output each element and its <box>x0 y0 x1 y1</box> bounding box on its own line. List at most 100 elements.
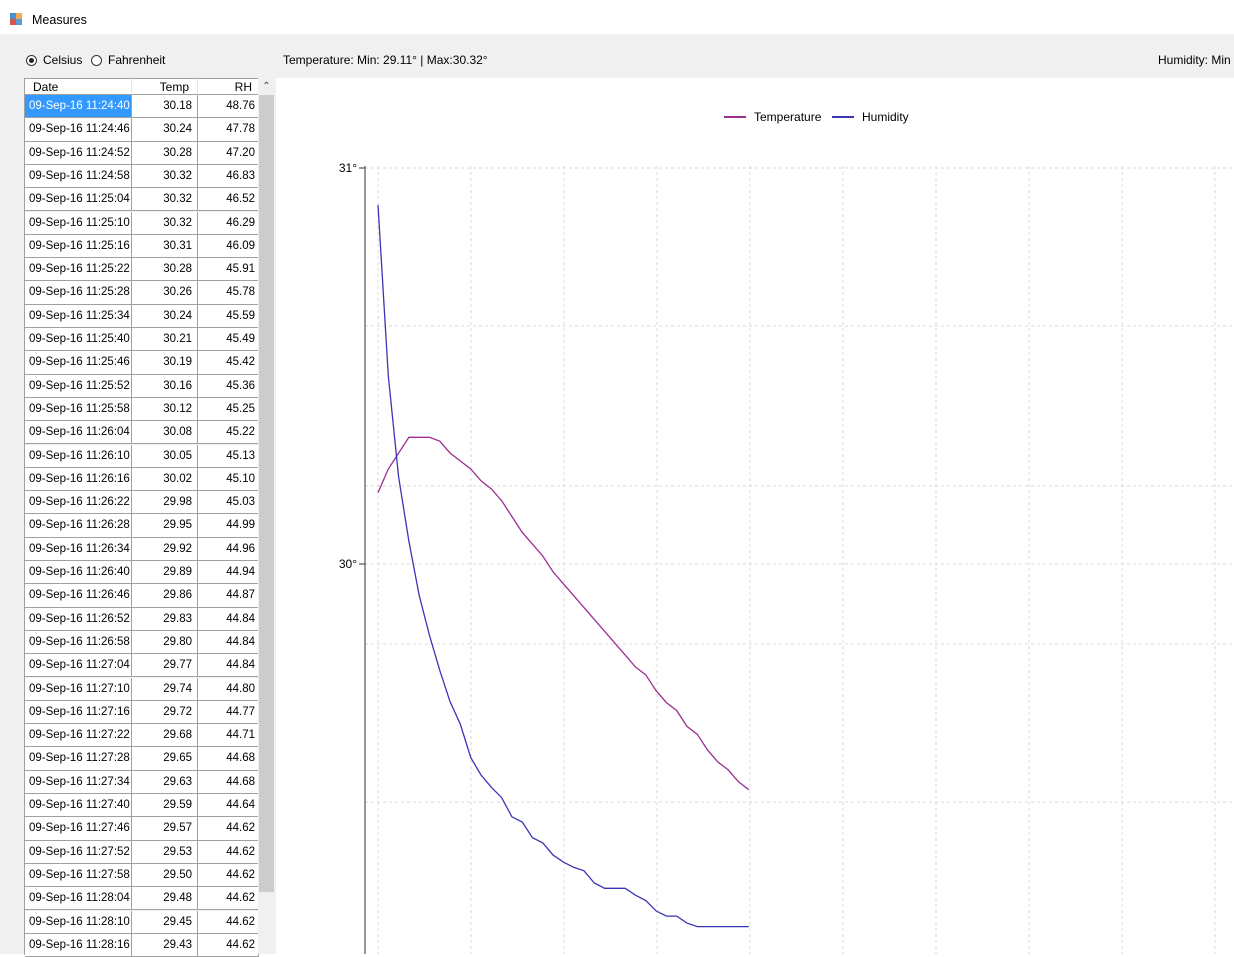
rh-cell[interactable]: 44.62 <box>198 840 259 864</box>
temp-cell[interactable]: 29.74 <box>132 677 198 701</box>
date-cell[interactable]: 09-Sep-16 11:25:28 <box>25 281 132 305</box>
date-cell[interactable]: 09-Sep-16 11:26:04 <box>25 421 132 445</box>
temp-cell[interactable]: 30.28 <box>132 141 198 165</box>
celsius-radio[interactable]: Celsius <box>26 53 82 67</box>
rh-cell[interactable]: 45.10 <box>198 467 259 492</box>
rh-cell[interactable]: 46.09 <box>198 234 259 259</box>
temp-cell[interactable]: 29.57 <box>132 817 198 841</box>
date-cell[interactable]: 09-Sep-16 11:24:52 <box>25 141 132 165</box>
date-cell[interactable]: 09-Sep-16 11:26:10 <box>25 444 132 468</box>
scroll-up-arrow-icon[interactable]: ⌃ <box>262 81 271 92</box>
date-cell[interactable]: 09-Sep-16 11:27:04 <box>25 654 132 678</box>
date-cell[interactable]: 09-Sep-16 11:27:58 <box>25 863 132 888</box>
rh-cell[interactable]: 45.22 <box>198 421 259 445</box>
date-cell[interactable]: 09-Sep-16 11:26:22 <box>25 491 132 515</box>
date-cell[interactable]: 09-Sep-16 11:28:04 <box>25 887 132 911</box>
temp-cell[interactable]: 29.65 <box>132 747 198 771</box>
measurements-table[interactable]: Date Temp RH 09-Sep-16 11:24:40 30.18 48.7… <box>24 78 259 957</box>
temp-cell[interactable]: 30.18 <box>132 95 198 119</box>
date-cell[interactable]: 09-Sep-16 11:27:16 <box>25 700 132 725</box>
celsius-radio-dot[interactable] <box>26 54 37 66</box>
date-cell[interactable]: 09-Sep-16 11:27:28 <box>25 747 132 771</box>
temp-cell[interactable]: 29.50 <box>132 863 198 888</box>
date-cell[interactable]: 09-Sep-16 11:26:28 <box>25 514 132 538</box>
date-cell[interactable]: 09-Sep-16 11:26:58 <box>25 630 132 655</box>
date-cell[interactable]: 09-Sep-16 11:25:16 <box>25 234 132 259</box>
column-header-date[interactable]: Date <box>25 79 132 95</box>
date-cell[interactable]: 09-Sep-16 11:27:34 <box>25 770 132 794</box>
date-cell[interactable]: 09-Sep-16 11:25:40 <box>25 328 132 352</box>
date-cell[interactable]: 09-Sep-16 11:27:22 <box>25 724 132 748</box>
rh-cell[interactable]: 44.87 <box>198 584 259 608</box>
temp-cell[interactable]: 29.72 <box>132 700 198 725</box>
rh-cell[interactable]: 46.52 <box>198 188 259 212</box>
temp-cell[interactable]: 29.80 <box>132 630 198 655</box>
temp-cell[interactable]: 29.86 <box>132 584 198 608</box>
rh-cell[interactable]: 45.49 <box>198 328 259 352</box>
temp-cell[interactable]: 29.89 <box>132 561 198 585</box>
temp-cell[interactable]: 30.32 <box>132 164 198 189</box>
temp-cell[interactable]: 29.59 <box>132 794 198 818</box>
rh-cell[interactable]: 44.62 <box>198 910 259 934</box>
temp-cell[interactable]: 29.83 <box>132 607 198 631</box>
temp-cell[interactable]: 30.32 <box>132 188 198 212</box>
rh-cell[interactable]: 46.29 <box>198 211 259 235</box>
temp-cell[interactable]: 30.31 <box>132 234 198 259</box>
temp-cell[interactable]: 30.19 <box>132 351 198 375</box>
rh-cell[interactable]: 44.96 <box>198 537 259 561</box>
rh-cell[interactable]: 45.36 <box>198 374 259 398</box>
rh-cell[interactable]: 47.20 <box>198 141 259 165</box>
date-cell[interactable]: 09-Sep-16 11:25:52 <box>25 374 132 398</box>
rh-cell[interactable]: 45.78 <box>198 281 259 305</box>
date-cell[interactable]: 09-Sep-16 11:26:52 <box>25 607 132 631</box>
rh-cell[interactable]: 44.68 <box>198 747 259 771</box>
rh-cell[interactable]: 45.03 <box>198 491 259 515</box>
date-cell[interactable]: 09-Sep-16 11:25:04 <box>25 188 132 212</box>
temp-cell[interactable]: 30.32 <box>132 211 198 235</box>
rh-cell[interactable]: 45.59 <box>198 304 259 328</box>
rh-cell[interactable]: 44.64 <box>198 794 259 818</box>
temp-cell[interactable]: 30.24 <box>132 118 198 142</box>
table-scrollbar[interactable]: ⌃ <box>258 78 275 954</box>
temp-cell[interactable]: 30.05 <box>132 444 198 468</box>
rh-cell[interactable]: 45.91 <box>198 258 259 282</box>
rh-cell[interactable]: 44.62 <box>198 863 259 888</box>
rh-cell[interactable]: 44.71 <box>198 724 259 748</box>
date-cell[interactable]: 09-Sep-16 11:26:34 <box>25 537 132 561</box>
rh-cell[interactable]: 44.68 <box>198 770 259 794</box>
date-cell[interactable]: 09-Sep-16 11:24:58 <box>25 164 132 189</box>
date-cell[interactable]: 09-Sep-16 11:25:58 <box>25 397 132 422</box>
date-cell[interactable]: 09-Sep-16 11:27:40 <box>25 794 132 818</box>
temp-cell[interactable]: 30.16 <box>132 374 198 398</box>
temp-cell[interactable]: 29.45 <box>132 910 198 934</box>
column-header-rh[interactable]: RH <box>198 79 259 95</box>
temp-cell[interactable]: 29.63 <box>132 770 198 794</box>
date-cell[interactable]: 09-Sep-16 11:24:40 <box>25 95 132 119</box>
rh-cell[interactable]: 44.99 <box>198 514 259 538</box>
rh-cell[interactable]: 45.13 <box>198 444 259 468</box>
rh-cell[interactable]: 46.83 <box>198 164 259 189</box>
rh-cell[interactable]: 44.94 <box>198 561 259 585</box>
temp-cell[interactable]: 30.28 <box>132 258 198 282</box>
temp-cell[interactable]: 29.95 <box>132 514 198 538</box>
scrollbar-thumb[interactable] <box>259 95 274 892</box>
date-cell[interactable]: 09-Sep-16 11:26:16 <box>25 467 132 492</box>
rh-cell[interactable]: 45.25 <box>198 397 259 422</box>
date-cell[interactable]: 09-Sep-16 11:28:10 <box>25 910 132 934</box>
rh-cell[interactable]: 44.80 <box>198 677 259 701</box>
temp-cell[interactable]: 30.02 <box>132 467 198 492</box>
temp-cell[interactable]: 30.21 <box>132 328 198 352</box>
date-cell[interactable]: 09-Sep-16 11:26:46 <box>25 584 132 608</box>
fahrenheit-radio[interactable]: Fahrenheit <box>91 53 165 67</box>
temp-cell[interactable]: 29.98 <box>132 491 198 515</box>
rh-cell[interactable]: 44.62 <box>198 817 259 841</box>
rh-cell[interactable]: 44.84 <box>198 630 259 655</box>
rh-cell[interactable]: 44.84 <box>198 607 259 631</box>
rh-cell[interactable]: 44.84 <box>198 654 259 678</box>
date-cell[interactable]: 09-Sep-16 11:25:22 <box>25 258 132 282</box>
date-cell[interactable]: 09-Sep-16 11:24:46 <box>25 118 132 142</box>
rh-cell[interactable]: 44.77 <box>198 700 259 725</box>
fahrenheit-radio-dot[interactable] <box>91 54 102 66</box>
column-header-temp[interactable]: Temp <box>132 79 198 95</box>
temp-cell[interactable]: 29.68 <box>132 724 198 748</box>
